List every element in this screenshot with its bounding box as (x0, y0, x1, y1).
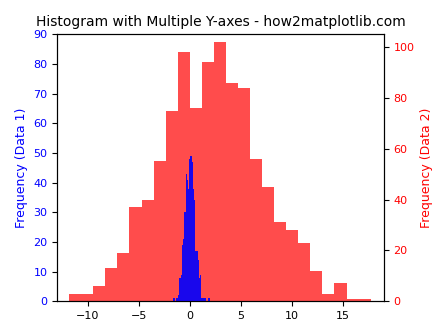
Bar (214, 42, 226, 301)
Bar (199, 278, 200, 301)
Bar (335, 284, 346, 301)
Bar (194, 201, 195, 301)
Y-axis label: Frequency (Data 1): Frequency (Data 1) (15, 108, 28, 228)
Bar (226, 83, 238, 301)
Bar (105, 268, 117, 301)
Title: Histogram with Multiple Y-axes - how2matplotlib.com: Histogram with Multiple Y-axes - how2mat… (36, 15, 405, 29)
Bar (203, 298, 205, 301)
Bar (395, 299, 407, 301)
Bar (250, 159, 262, 301)
Bar (178, 295, 180, 301)
Bar (238, 88, 250, 301)
Bar (192, 162, 193, 301)
Bar (310, 271, 323, 301)
Bar (129, 207, 142, 301)
Bar (177, 298, 178, 301)
Bar (181, 275, 182, 301)
Bar (142, 200, 154, 301)
Bar (45, 299, 57, 301)
Bar (93, 286, 105, 301)
Bar (200, 275, 201, 301)
Bar (202, 298, 203, 301)
Bar (190, 156, 192, 301)
Bar (69, 294, 81, 301)
Bar (202, 62, 214, 301)
Bar (178, 52, 190, 301)
Bar (196, 251, 198, 301)
Bar (184, 212, 185, 301)
Bar (166, 111, 178, 301)
Bar (198, 260, 199, 301)
Bar (188, 188, 189, 301)
Bar (205, 298, 206, 301)
Bar (193, 188, 194, 301)
Bar (187, 180, 188, 301)
Bar (117, 253, 129, 301)
Bar (189, 159, 190, 301)
Bar (274, 222, 286, 301)
Bar (208, 298, 210, 301)
Bar (176, 298, 177, 301)
Bar (298, 243, 310, 301)
Bar (190, 108, 202, 301)
Bar (182, 245, 183, 301)
Bar (195, 251, 196, 301)
Bar (262, 187, 274, 301)
Bar (286, 230, 298, 301)
Y-axis label: Frequency (Data 2): Frequency (Data 2) (420, 108, 433, 228)
Bar (81, 294, 93, 301)
Bar (358, 299, 370, 301)
Bar (173, 298, 175, 301)
Bar (154, 162, 166, 301)
Bar (183, 239, 184, 301)
Bar (180, 278, 181, 301)
Bar (323, 294, 335, 301)
Bar (346, 299, 358, 301)
Bar (185, 174, 187, 301)
Bar (201, 298, 202, 301)
